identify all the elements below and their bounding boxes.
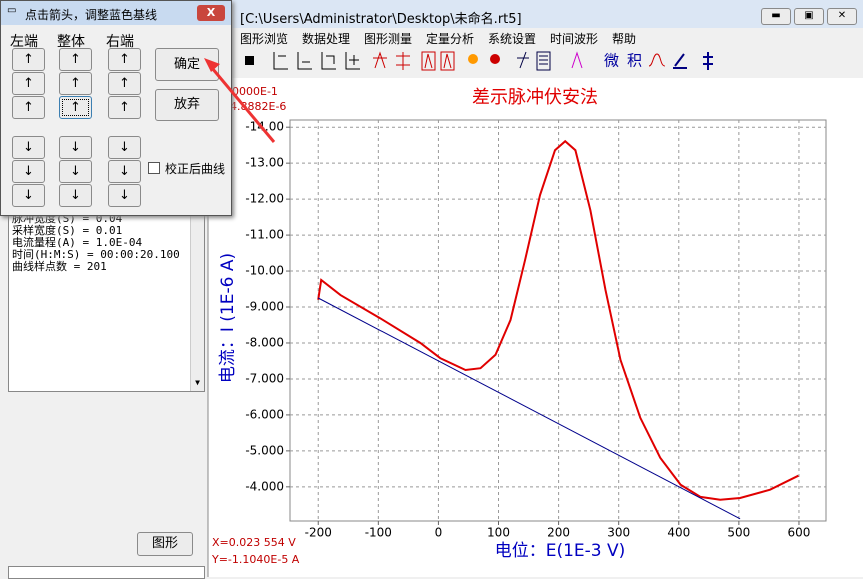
- close-window[interactable]: ✕: [827, 8, 857, 25]
- readout: 0000E-1: [232, 85, 278, 98]
- readout: Y=-1.1040E-5 A: [211, 553, 300, 566]
- x-tick-label: 600: [788, 526, 811, 540]
- window-title: [C:\Users\Administrator\Desktop\未命名.rt5]: [240, 12, 522, 27]
- pointer-arrow: [210, 67, 276, 143]
- readout: X=0.023 554 V: [212, 536, 296, 549]
- x-tick-label: 100: [487, 526, 510, 540]
- y-tick-label: -11.00: [245, 228, 284, 242]
- plot-area: [289, 119, 827, 522]
- dialog: ▭ 点击箭头，调整蓝色基线 X 左端 ↑ ↑ ↑ ↓ ↓ ↓ 整体 ↑ ↑ ↑ ↓ ↓ ↓ 右端 ↑ ↑ ↑ ↓ ↓ ↓…: [0, 0, 232, 216]
- scrollbar[interactable]: ▼: [190, 201, 204, 391]
- down-button[interactable]: ↓: [108, 184, 141, 207]
- up-button[interactable]: ↑: [12, 96, 45, 119]
- y-tick-label: -5.000: [245, 443, 284, 457]
- maximize[interactable]: ▣: [794, 8, 824, 25]
- info-line: 曲线样点数 = 201: [12, 260, 107, 273]
- zoom-in[interactable]: [490, 54, 500, 64]
- y-tick-label: -10.00: [245, 264, 284, 278]
- x-tick-label: 300: [607, 526, 630, 540]
- x-tick-label: 0: [435, 526, 443, 540]
- info-line: 时间(H:M:S) = 00:00:20.100: [12, 248, 180, 261]
- menu-item[interactable]: 图形浏览: [240, 32, 289, 46]
- cancel-button[interactable]: 放弃: [155, 89, 219, 121]
- dialog-close[interactable]: X: [197, 5, 225, 21]
- menu-item[interactable]: 时间波形: [550, 32, 599, 46]
- menu-item[interactable]: 帮助: [612, 32, 637, 46]
- down-button[interactable]: ↓: [108, 136, 141, 159]
- menu-bar: 图形浏览 数据处理 图形测量 定量分析 系统设置 时间波形 帮助: [208, 28, 863, 47]
- y-tick-label: -9.000: [245, 300, 284, 314]
- up-button[interactable]: ↑: [12, 72, 45, 95]
- up-button[interactable]: ↑: [59, 48, 92, 71]
- minimize[interactable]: ▬: [761, 8, 791, 25]
- chart-title: 差示脉冲伏安法: [472, 87, 598, 108]
- table-icons: [517, 51, 551, 71]
- info-lines: 脉冲宽度(S) = 0.04 采样宽度(S) = 0.01 电流量程(A) = 1.…: [9, 201, 204, 273]
- window-titlebar: [C:\Users\Administrator\Desktop\未命名.rt5]…: [208, 0, 863, 28]
- menu-item[interactable]: 定量分析: [426, 32, 475, 46]
- down-button[interactable]: ↓: [59, 136, 92, 159]
- y-axis-label: 电流：I (1E-6 A): [218, 253, 238, 383]
- up-button[interactable]: ↑: [108, 72, 141, 95]
- smooth-icon: [571, 51, 583, 69]
- y-tick-label: -12.00: [245, 192, 284, 206]
- x-tick-label: 200: [547, 526, 570, 540]
- measure-icon: [673, 53, 687, 69]
- x-axis-label: 电位：E(1E-3 V): [495, 541, 626, 561]
- x-tick-label: 400: [667, 526, 690, 540]
- y-tick-label: -13.00: [245, 156, 284, 170]
- stop-icon: [245, 56, 254, 65]
- zoom-out[interactable]: [468, 54, 478, 64]
- toolbar-text[interactable]: 积: [627, 52, 642, 70]
- down-button[interactable]: ↓: [12, 136, 45, 159]
- y-tick-label: -4.000: [245, 479, 284, 493]
- cursor-icons: [273, 52, 360, 70]
- toolbar-icons: 微 积: [245, 51, 713, 71]
- dialog-title: 点击箭头，调整蓝色基线: [25, 8, 158, 22]
- settings-icon: [703, 52, 713, 70]
- column-label: 整体: [57, 34, 85, 50]
- menu-item[interactable]: 数据处理: [302, 32, 351, 46]
- readout: 4.8882E-6: [230, 100, 286, 113]
- up-button[interactable]: ↑: [108, 96, 141, 119]
- toolbar-text[interactable]: 微: [604, 52, 619, 70]
- data-curve: [317, 139, 799, 501]
- up-button[interactable]: ↑: [108, 48, 141, 71]
- menu-item[interactable]: 系统设置: [488, 32, 537, 46]
- info-line: 电流量程(A) = 1.0E-04: [12, 236, 143, 249]
- up-button[interactable]: ↑: [59, 72, 92, 95]
- info-line: 采样宽度(S) = 0.01: [12, 224, 123, 237]
- down-button[interactable]: ↓: [12, 160, 45, 183]
- dialog-icon: ▭: [7, 5, 17, 16]
- x-tick-label: -200: [305, 526, 332, 540]
- toolbar: 微 积: [232, 48, 863, 74]
- y-tick-label: -14.00: [245, 120, 284, 134]
- dialog-titlebar: ▭ 点击箭头，调整蓝色基线 X: [1, 1, 231, 25]
- x-tick-label: 500: [727, 526, 750, 540]
- info-panel: 脉冲宽度(S) = 0.04 采样宽度(S) = 0.01 电流量程(A) = 1.…: [8, 200, 205, 392]
- wave-icon: [648, 53, 666, 67]
- y-tick-label: -6.000: [245, 407, 284, 421]
- menu-item[interactable]: 图形测量: [364, 32, 413, 46]
- graph-button[interactable]: 图形: [137, 532, 193, 556]
- peak-icons: [373, 51, 455, 71]
- down-button[interactable]: ↓: [12, 184, 45, 207]
- up-button[interactable]: ↑: [12, 48, 45, 71]
- checkbox[interactable]: [148, 162, 160, 174]
- baseline: [317, 297, 741, 520]
- y-tick-label: -8.000: [245, 335, 284, 349]
- x-tick-label: -100: [365, 526, 392, 540]
- down-button[interactable]: ↓: [59, 184, 92, 207]
- y-tick-label: -7.000: [245, 371, 284, 385]
- checkbox-label: 校正后曲线: [165, 162, 226, 176]
- down-button[interactable]: ↓: [108, 160, 141, 183]
- down-button[interactable]: ↓: [59, 160, 92, 183]
- column-label: 右端: [106, 34, 134, 50]
- up-button[interactable]: ↑: [59, 96, 92, 119]
- column-label: 左端: [10, 34, 38, 50]
- pointer-arrowhead: [204, 58, 220, 72]
